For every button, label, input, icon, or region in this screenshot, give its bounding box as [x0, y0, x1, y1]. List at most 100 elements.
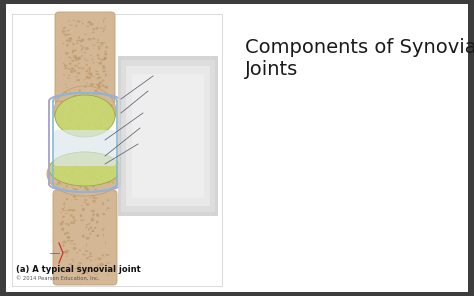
- Ellipse shape: [87, 82, 88, 84]
- Ellipse shape: [99, 115, 100, 118]
- Ellipse shape: [93, 197, 98, 199]
- Ellipse shape: [84, 79, 86, 80]
- Ellipse shape: [71, 107, 73, 108]
- Bar: [118, 56, 218, 216]
- Ellipse shape: [55, 95, 115, 137]
- Ellipse shape: [88, 275, 90, 276]
- Ellipse shape: [90, 259, 91, 262]
- Ellipse shape: [99, 263, 103, 266]
- Ellipse shape: [65, 252, 69, 254]
- Ellipse shape: [98, 92, 99, 93]
- Ellipse shape: [100, 126, 102, 128]
- Ellipse shape: [103, 29, 105, 30]
- Ellipse shape: [71, 107, 72, 110]
- Ellipse shape: [81, 120, 84, 121]
- Ellipse shape: [75, 116, 77, 118]
- Ellipse shape: [101, 263, 102, 264]
- Ellipse shape: [71, 58, 73, 59]
- Ellipse shape: [99, 59, 102, 60]
- Ellipse shape: [61, 228, 64, 229]
- Ellipse shape: [93, 106, 98, 107]
- Ellipse shape: [89, 163, 91, 164]
- Ellipse shape: [70, 172, 74, 173]
- Ellipse shape: [72, 168, 73, 170]
- Ellipse shape: [81, 274, 83, 275]
- Ellipse shape: [77, 72, 81, 74]
- Ellipse shape: [104, 75, 107, 77]
- Ellipse shape: [101, 114, 103, 115]
- Ellipse shape: [64, 233, 66, 235]
- Ellipse shape: [98, 116, 102, 118]
- Ellipse shape: [64, 117, 68, 118]
- Ellipse shape: [62, 221, 64, 223]
- Ellipse shape: [87, 76, 91, 79]
- Ellipse shape: [73, 221, 75, 223]
- Ellipse shape: [88, 102, 90, 104]
- Ellipse shape: [96, 164, 99, 165]
- Ellipse shape: [105, 73, 107, 76]
- Ellipse shape: [59, 163, 61, 165]
- Ellipse shape: [86, 172, 89, 174]
- Ellipse shape: [90, 73, 93, 75]
- Ellipse shape: [81, 48, 82, 51]
- Ellipse shape: [102, 228, 105, 229]
- Ellipse shape: [66, 44, 69, 45]
- Ellipse shape: [85, 47, 89, 50]
- Ellipse shape: [73, 169, 76, 171]
- Ellipse shape: [67, 164, 71, 165]
- Ellipse shape: [97, 181, 99, 182]
- Ellipse shape: [70, 70, 73, 73]
- Ellipse shape: [94, 189, 97, 191]
- Ellipse shape: [80, 45, 82, 46]
- Ellipse shape: [77, 126, 80, 129]
- Ellipse shape: [76, 79, 80, 81]
- Ellipse shape: [61, 30, 65, 32]
- Ellipse shape: [68, 182, 69, 184]
- Ellipse shape: [98, 110, 100, 112]
- Ellipse shape: [91, 210, 95, 212]
- Ellipse shape: [91, 217, 93, 219]
- Ellipse shape: [75, 189, 78, 190]
- Ellipse shape: [102, 213, 105, 215]
- Ellipse shape: [112, 182, 114, 183]
- Ellipse shape: [67, 120, 70, 122]
- Ellipse shape: [97, 235, 100, 237]
- Ellipse shape: [95, 73, 100, 75]
- Ellipse shape: [107, 105, 110, 108]
- Ellipse shape: [85, 73, 89, 74]
- Ellipse shape: [90, 55, 92, 56]
- Ellipse shape: [100, 115, 104, 116]
- Ellipse shape: [104, 112, 107, 113]
- Ellipse shape: [91, 231, 94, 232]
- Ellipse shape: [65, 34, 68, 36]
- Ellipse shape: [63, 241, 66, 244]
- Ellipse shape: [69, 119, 72, 122]
- Ellipse shape: [64, 207, 65, 208]
- Ellipse shape: [67, 240, 69, 242]
- Ellipse shape: [79, 89, 81, 92]
- Ellipse shape: [77, 181, 82, 183]
- Ellipse shape: [98, 257, 101, 260]
- Ellipse shape: [94, 108, 96, 109]
- Ellipse shape: [89, 197, 91, 198]
- Ellipse shape: [63, 271, 67, 272]
- Ellipse shape: [91, 218, 94, 221]
- Ellipse shape: [92, 195, 94, 198]
- Ellipse shape: [73, 56, 76, 58]
- Ellipse shape: [72, 60, 74, 62]
- Ellipse shape: [101, 254, 104, 257]
- Ellipse shape: [60, 212, 63, 213]
- Ellipse shape: [89, 69, 91, 73]
- Ellipse shape: [73, 20, 75, 21]
- Ellipse shape: [103, 234, 104, 236]
- Ellipse shape: [102, 59, 105, 60]
- Ellipse shape: [103, 28, 105, 29]
- Ellipse shape: [73, 220, 77, 221]
- Ellipse shape: [98, 76, 101, 78]
- Ellipse shape: [97, 57, 100, 59]
- Ellipse shape: [66, 198, 68, 200]
- Ellipse shape: [61, 229, 64, 231]
- Ellipse shape: [90, 83, 94, 86]
- Ellipse shape: [94, 103, 96, 104]
- Ellipse shape: [66, 30, 70, 31]
